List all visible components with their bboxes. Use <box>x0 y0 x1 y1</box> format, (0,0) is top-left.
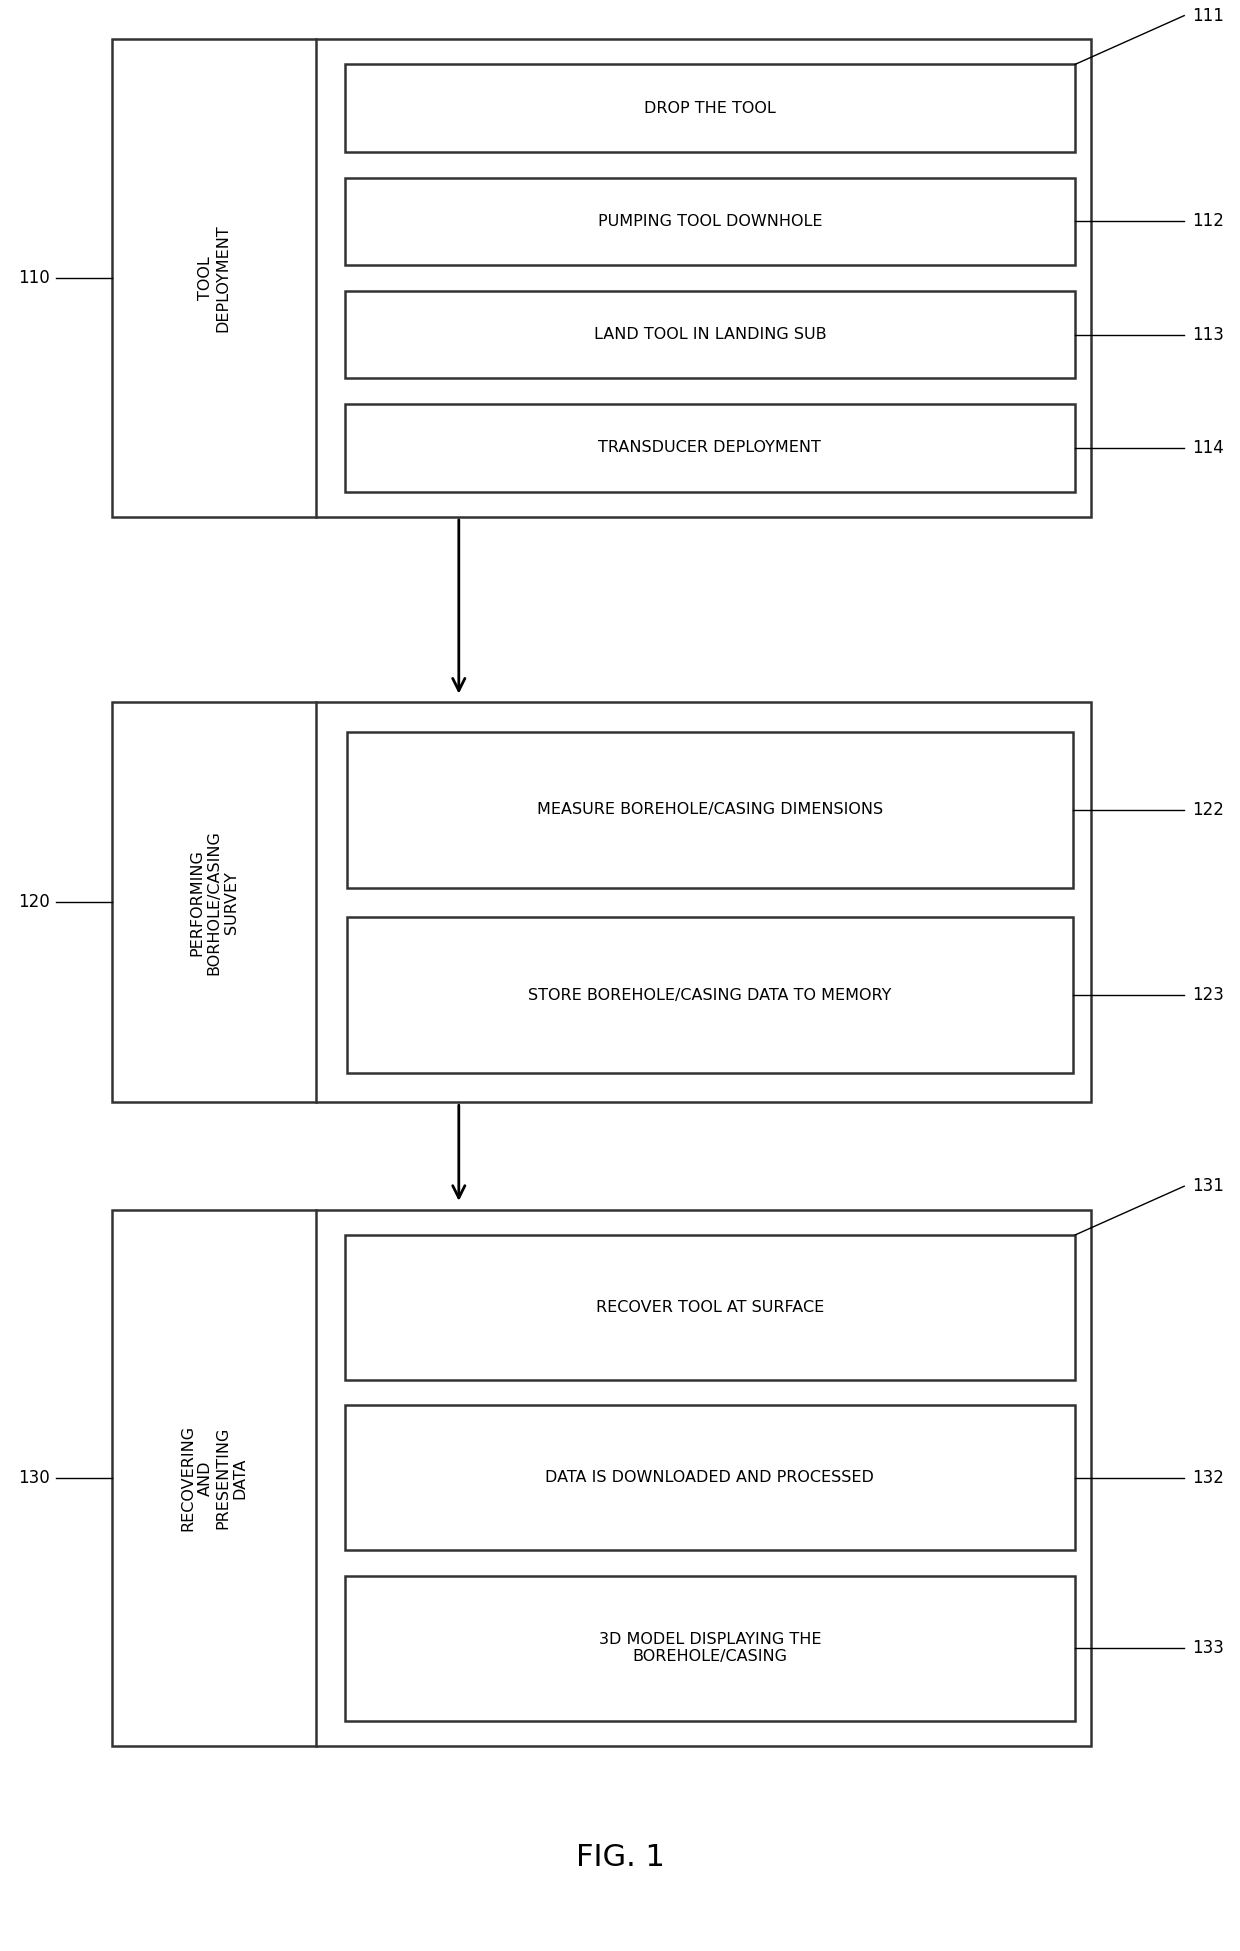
Bar <box>345 291 1075 378</box>
Text: LAND TOOL IN LANDING SUB: LAND TOOL IN LANDING SUB <box>594 328 826 341</box>
Bar <box>347 917 1073 1073</box>
Bar <box>112 39 1091 517</box>
Bar <box>112 1210 1091 1746</box>
Text: STORE BOREHOLE/CASING DATA TO MEMORY: STORE BOREHOLE/CASING DATA TO MEMORY <box>528 987 892 1003</box>
Text: TOOL
DEPLOYMENT: TOOL DEPLOYMENT <box>197 224 231 332</box>
Text: 132: 132 <box>1192 1469 1224 1487</box>
Text: PERFORMING
BORHOLE/CASING
SURVEY: PERFORMING BORHOLE/CASING SURVEY <box>188 829 239 976</box>
Text: 3D MODEL DISPLAYING THE
BOREHOLE/CASING: 3D MODEL DISPLAYING THE BOREHOLE/CASING <box>599 1633 821 1664</box>
Text: 110: 110 <box>17 269 50 287</box>
Text: DATA IS DOWNLOADED AND PROCESSED: DATA IS DOWNLOADED AND PROCESSED <box>546 1471 874 1485</box>
Text: PUMPING TOOL DOWNHOLE: PUMPING TOOL DOWNHOLE <box>598 215 822 228</box>
Text: 123: 123 <box>1192 985 1224 1005</box>
Text: 131: 131 <box>1192 1176 1224 1196</box>
Text: TRANSDUCER DEPLOYMENT: TRANSDUCER DEPLOYMENT <box>599 441 821 455</box>
Text: MEASURE BOREHOLE/CASING DIMENSIONS: MEASURE BOREHOLE/CASING DIMENSIONS <box>537 802 883 817</box>
Bar <box>345 1235 1075 1379</box>
Text: 111: 111 <box>1192 6 1224 25</box>
Text: RECOVERING
AND
PRESENTING
DATA: RECOVERING AND PRESENTING DATA <box>180 1424 248 1532</box>
Bar <box>345 1576 1075 1721</box>
Bar <box>345 1405 1075 1551</box>
Text: FIG. 1: FIG. 1 <box>575 1844 665 1871</box>
Text: 130: 130 <box>17 1469 50 1487</box>
Text: 122: 122 <box>1192 800 1224 819</box>
Text: RECOVER TOOL AT SURFACE: RECOVER TOOL AT SURFACE <box>595 1299 825 1315</box>
Bar <box>347 732 1073 888</box>
Bar <box>345 64 1075 152</box>
Bar <box>112 702 1091 1102</box>
Bar <box>345 178 1075 265</box>
Text: 112: 112 <box>1192 213 1224 230</box>
Bar <box>345 404 1075 492</box>
Text: 114: 114 <box>1192 439 1224 457</box>
Text: DROP THE TOOL: DROP THE TOOL <box>644 101 776 115</box>
Text: 133: 133 <box>1192 1639 1224 1656</box>
Text: 113: 113 <box>1192 326 1224 343</box>
Text: 120: 120 <box>17 894 50 911</box>
